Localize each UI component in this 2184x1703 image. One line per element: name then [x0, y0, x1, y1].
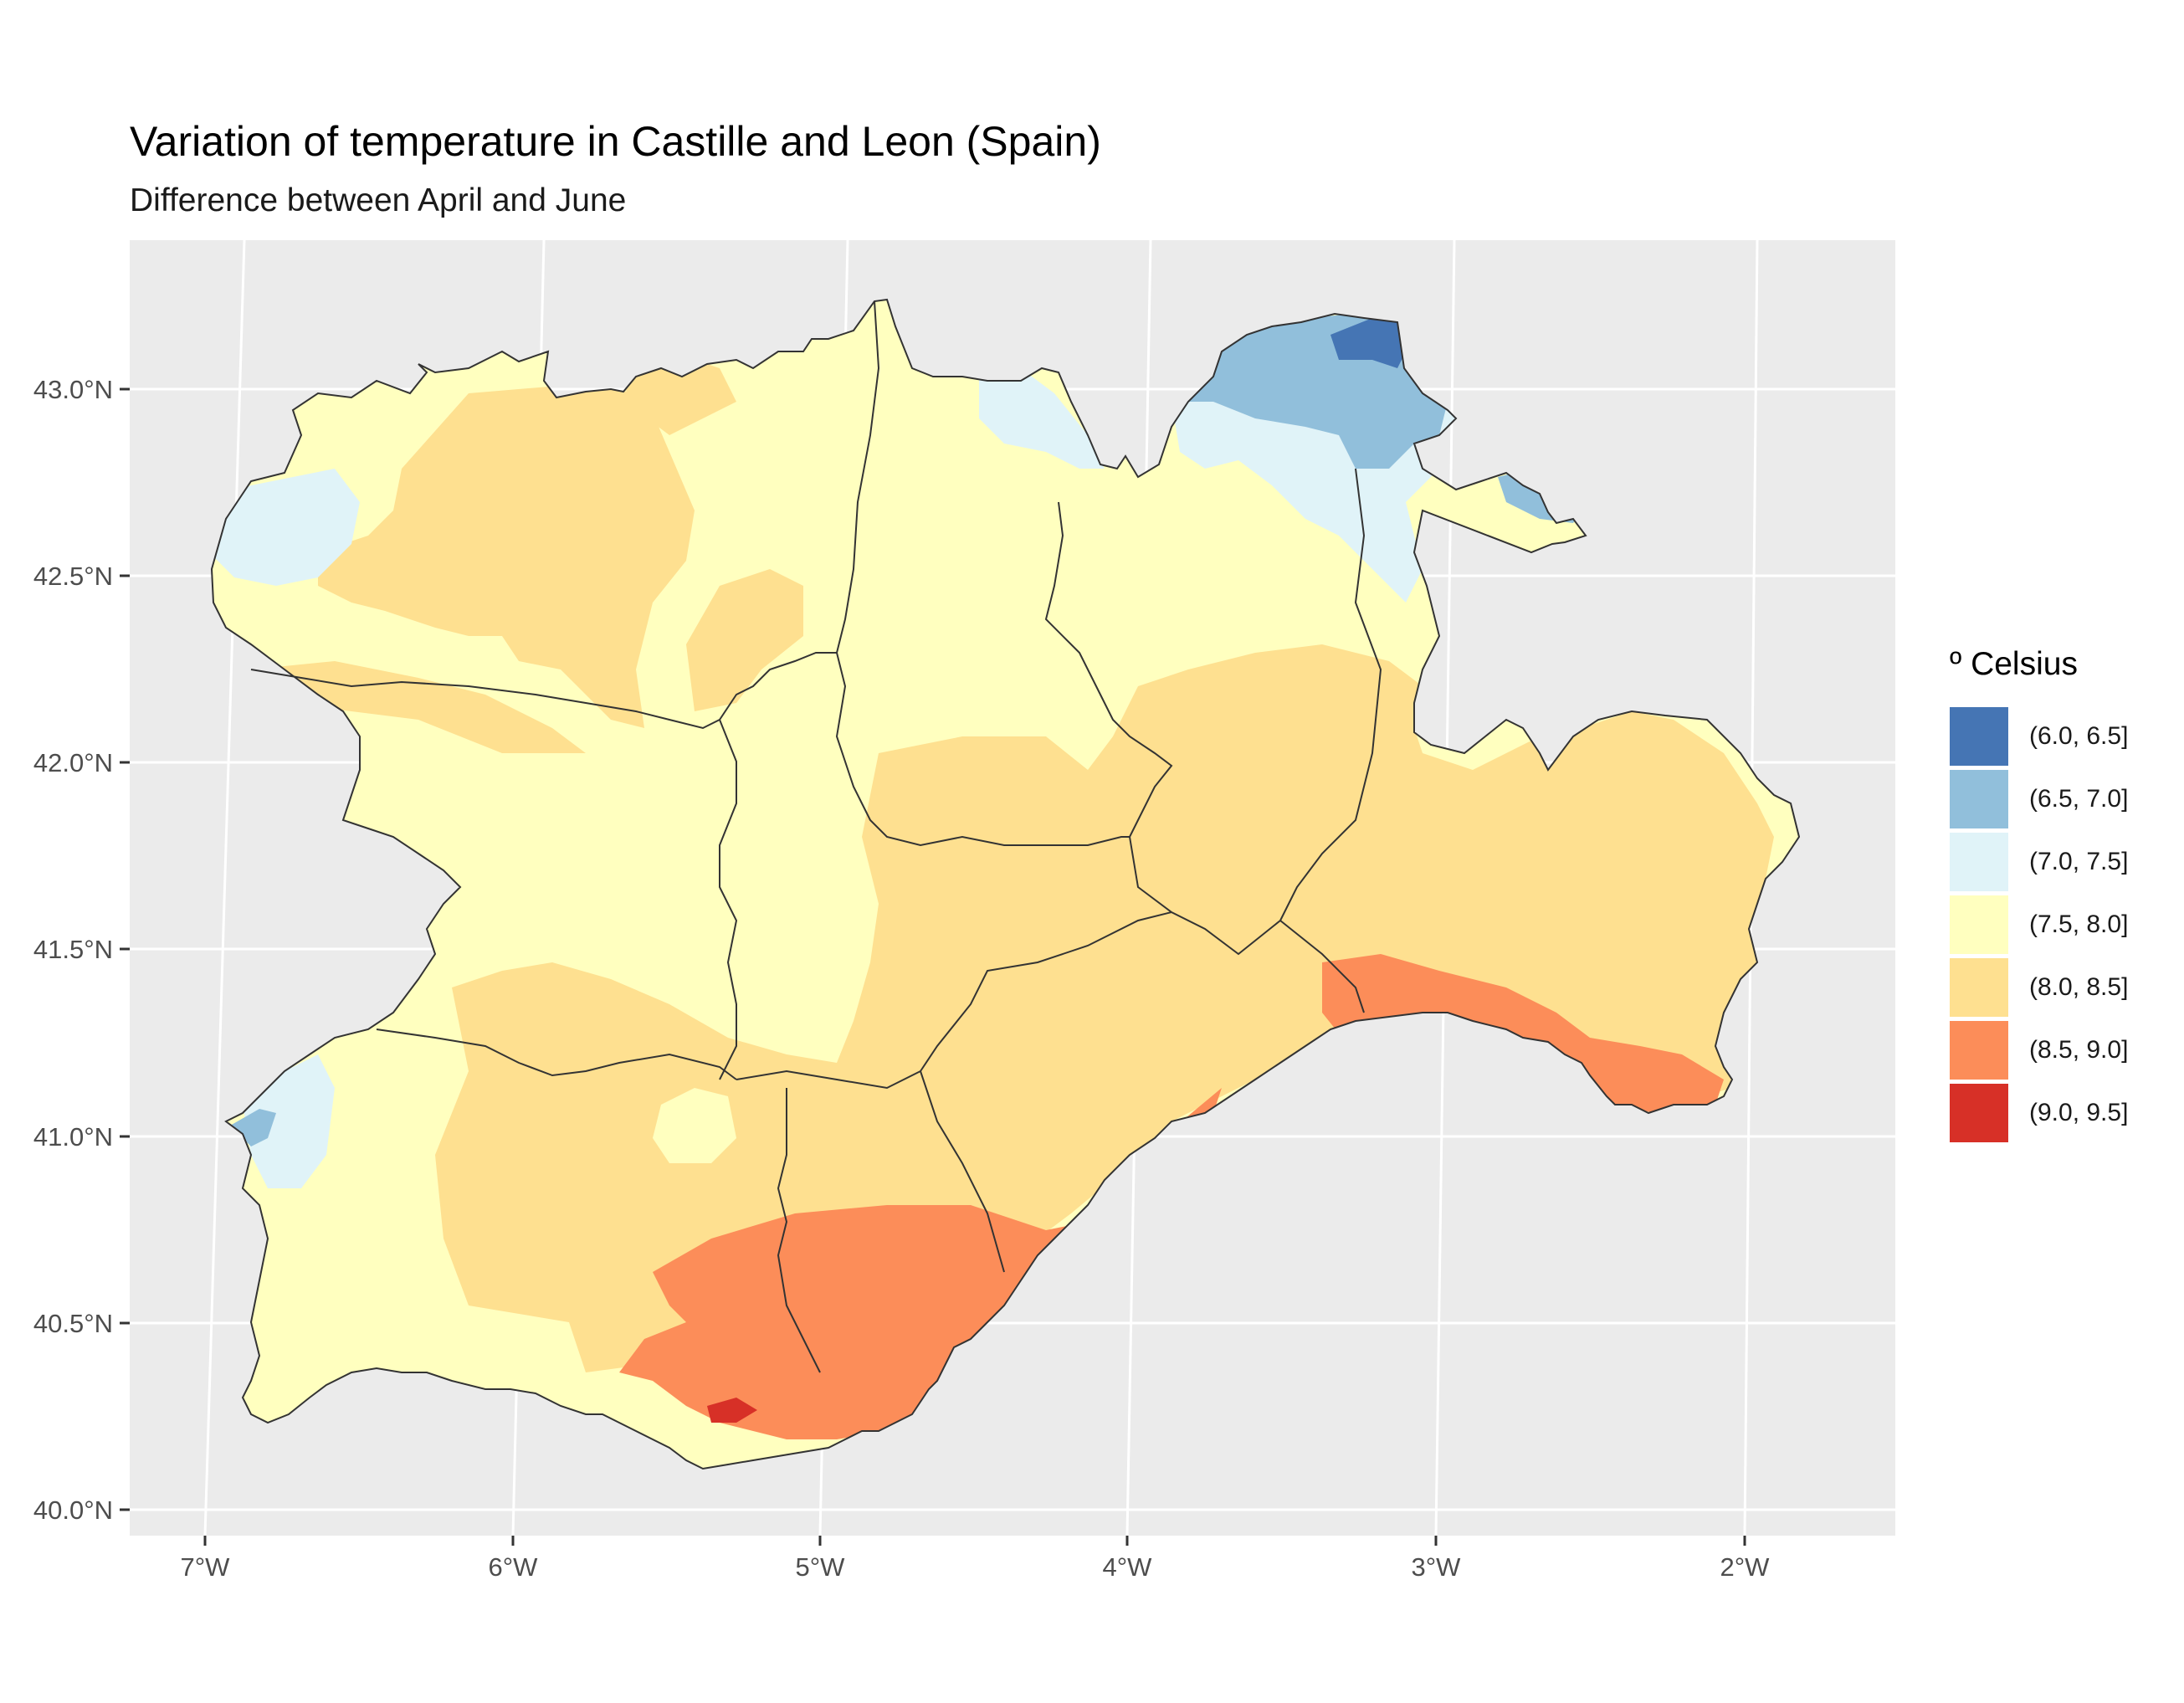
band-8-5-9-0-south: [619, 1088, 1222, 1439]
province-borders: [210, 298, 1801, 1470]
legend: º Celsius (6.0, 6.5] (6.5, 7.0] (7.0, 7.…: [1950, 646, 2128, 1144]
legend-swatch: [1950, 832, 2008, 891]
legend-label: (7.0, 7.5]: [2029, 847, 2129, 875]
legend-item-9-0-9-5: (9.0, 9.5]: [1950, 1081, 2128, 1144]
y-tick-label-41-5n: 41.5°N: [33, 935, 113, 964]
x-tick-label-5w: 5°W: [796, 1552, 846, 1582]
x-axis: 7°W 6°W 5°W 4°W 3°W 2°W: [181, 1536, 1771, 1582]
x-tick-label-2w: 2°W: [1720, 1552, 1771, 1582]
region-outline: [210, 298, 1801, 1470]
legend-swatch: [1950, 769, 2008, 828]
band-7-0-7-5-northwest: [212, 469, 360, 586]
legend-label: (8.5, 9.0]: [2029, 1035, 2129, 1064]
legend-label: (6.5, 7.0]: [2029, 784, 2129, 813]
map-title: Variation of temperature in Castille and…: [130, 118, 1101, 165]
x-tick-label-7w: 7°W: [181, 1552, 231, 1582]
y-axis: 43.0°N 42.5°N 42.0°N 41.5°N 41.0°N 40.5°…: [33, 375, 130, 1525]
border-zamora-valladolid: [719, 719, 738, 1080]
band-8-0-8-5-southeast: [435, 644, 1774, 1372]
y-tick-label-43n: 43.0°N: [33, 375, 113, 404]
legend-item-8-0-8-5: (8.0, 8.5]: [1950, 956, 2128, 1018]
border-valladolid-segovia: [920, 911, 1172, 1072]
legend-swatch: [1950, 1083, 2008, 1142]
map-subtitle: Difference between April and June: [130, 182, 627, 218]
y-tick-label-40n: 40.0°N: [33, 1495, 113, 1525]
y-tick-label-42n: 42.0°N: [33, 748, 113, 777]
legend-label: (8.0, 8.5]: [2029, 972, 2129, 1001]
x-tick-label-4w: 4°W: [1103, 1552, 1153, 1582]
band-9-0-9-5-hotspot: [707, 1398, 757, 1423]
x-tick-label-6w: 6°W: [489, 1552, 539, 1582]
border-palencia-burgos: [1044, 501, 1173, 838]
legend-label: (9.0, 9.5]: [2029, 1098, 2129, 1126]
border-palencia-valladolid: [835, 652, 1130, 847]
border-segovia-soria: [1279, 920, 1365, 1013]
border-valladolid-avila: [736, 1070, 921, 1090]
band-7-0-7-5-northeast: [979, 368, 1105, 469]
legend-item-7-0-7-5: (7.0, 7.5]: [1950, 830, 2128, 893]
y-tick-label-41n: 41.0°N: [33, 1122, 113, 1152]
legend-swatch: [1950, 1020, 2008, 1080]
y-tick-label-42-5n: 42.5°N: [33, 562, 113, 591]
border-leon-zamora: [250, 652, 837, 730]
border-salamanca-avila: [777, 1088, 821, 1373]
band-7-5-8-0-pocket: [653, 1088, 736, 1163]
legend-item-7-5-8-0: (7.5, 8.0]: [1950, 893, 2128, 956]
border-burgos-soria: [1279, 468, 1382, 921]
legend-item-6-5-7-0: (6.5, 7.0]: [1950, 767, 2128, 830]
band-8-5-9-0-southeast: [1322, 954, 1724, 1113]
x-tick-label-3w: 3°W: [1412, 1552, 1462, 1582]
meridian-7w: [203, 239, 246, 1536]
legend-swatch: [1950, 706, 2008, 766]
legend-item-6-0-6-5: (6.0, 6.5]: [1950, 705, 2128, 767]
legend-item-8-5-9-0: (8.5, 9.0]: [1950, 1018, 2128, 1081]
legend-label: (7.5, 8.0]: [2029, 910, 2129, 938]
border-zamora-salamanca: [376, 1028, 737, 1080]
band-8-0-8-5-northwest: [318, 385, 695, 728]
band-8-0-8-5-centre: [686, 569, 803, 711]
border-leon-palencia: [836, 300, 880, 654]
band-6-0-6-5: [1330, 318, 1406, 368]
border-avila-segovia: [920, 1070, 1005, 1273]
legend-label: (6.0, 6.5]: [2029, 721, 2129, 750]
y-tick-label-40-5n: 40.5°N: [33, 1309, 113, 1338]
border-burgos-segovia: [1129, 836, 1281, 956]
legend-swatch: [1950, 895, 2008, 954]
legend-title: º Celsius: [1950, 646, 2078, 682]
legend-swatch: [1950, 957, 2008, 1017]
